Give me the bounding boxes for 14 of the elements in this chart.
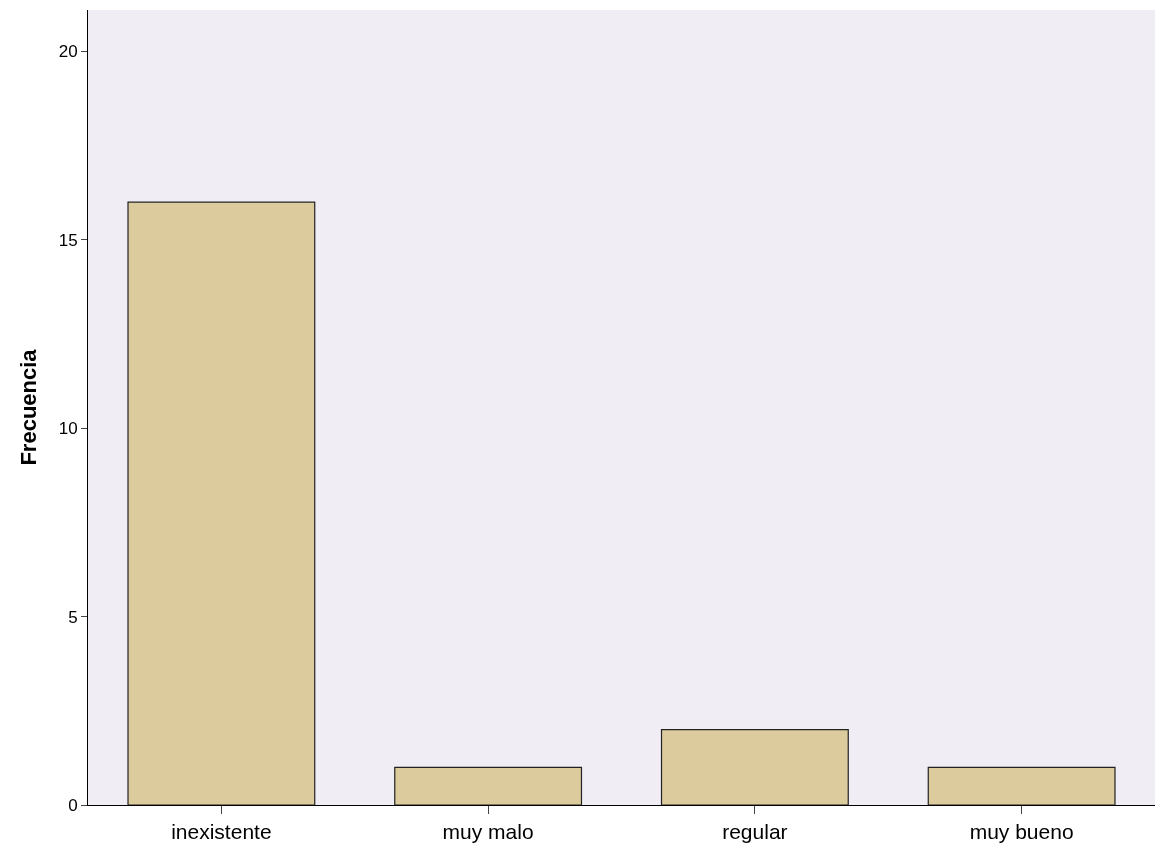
y-tick-label: 10 (58, 419, 78, 439)
bar (127, 201, 316, 805)
x-tick-label: muy bueno (969, 820, 1074, 844)
bar (660, 729, 849, 805)
y-tick-label: 15 (58, 230, 78, 250)
x-tick-label: regular (722, 820, 788, 844)
y-tick-label: 5 (68, 607, 78, 627)
y-tick-label: 0 (68, 795, 78, 815)
y-axis-title: Frecuencia (16, 348, 42, 466)
y-tick-label: 20 (58, 42, 78, 62)
x-tick-label: inexistente (171, 820, 272, 844)
bar (394, 766, 583, 805)
bar (927, 766, 1116, 805)
x-tick-label: muy malo (442, 820, 534, 844)
